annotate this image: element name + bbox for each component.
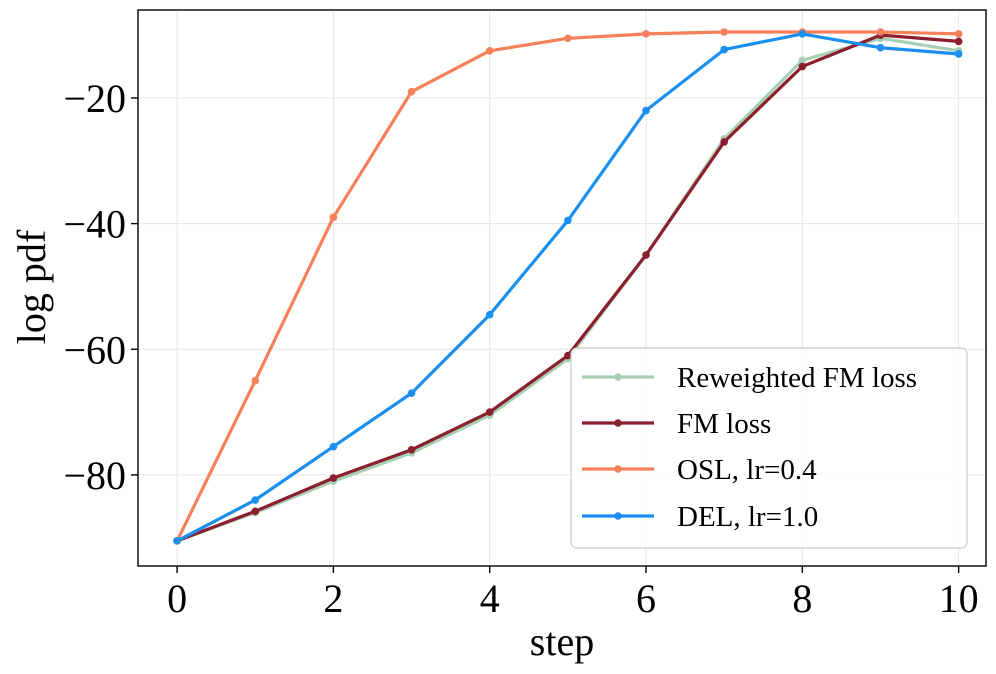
plot-frame [137, 9, 987, 567]
data-point [954, 30, 963, 38]
legend-box [570, 347, 968, 549]
x-tick-label: 4 [480, 576, 500, 621]
data-point [720, 45, 728, 54]
data-point [954, 37, 963, 46]
legend-item: DEL, lr=1.0 [582, 501, 818, 533]
y-tick-label: −80 [63, 453, 126, 498]
legend-item: OSL, lr=0.4 [582, 454, 817, 486]
legend-marker [614, 419, 622, 427]
data-point [720, 138, 728, 146]
x-tick-label: 2 [323, 576, 343, 621]
data-point [251, 507, 260, 516]
legend-marker [614, 465, 622, 473]
data-point [564, 351, 572, 360]
x-tick-label: 0 [167, 576, 187, 621]
data-point [720, 28, 728, 36]
data-point [329, 213, 338, 222]
data-point [798, 30, 807, 38]
data-point [642, 106, 650, 115]
data-point [485, 47, 494, 55]
legend-label: DEL, lr=1.0 [677, 501, 818, 533]
data-point [798, 56, 807, 65]
x-tick-label: 6 [636, 576, 656, 621]
data-point [876, 28, 885, 36]
data-point [407, 87, 416, 96]
data-point [564, 216, 572, 225]
legend-label: FM loss [677, 408, 771, 440]
legend-label: Reweighted FM loss [677, 362, 917, 394]
series-layer [173, 28, 963, 545]
data-point [876, 43, 885, 52]
legend-marker [614, 373, 622, 381]
data-point [173, 537, 181, 545]
y-tick-label: −20 [63, 76, 126, 121]
data-point [642, 251, 650, 259]
y-axis-label: log pdf [9, 229, 54, 344]
data-point [798, 62, 807, 71]
legend: Reweighted FM loss FM loss OSL, lr=0.4 DEL,… [570, 347, 968, 549]
series-4 [173, 30, 963, 545]
data-point [642, 30, 650, 38]
legend-item: FM loss [582, 408, 771, 440]
data-point [329, 474, 338, 482]
legend-label: OSL, lr=0.4 [677, 454, 817, 486]
x-axis-label: step [530, 619, 594, 664]
data-point [564, 34, 572, 43]
legend-item: Reweighted FM loss [582, 362, 917, 394]
data-point [954, 50, 963, 58]
y-tick-label: −60 [63, 327, 126, 372]
data-point [407, 445, 416, 454]
x-tick-label: 10 [939, 576, 979, 621]
data-point [251, 496, 260, 504]
data-point [485, 310, 494, 319]
axis-ticks: 0 2 4 6 8 10 −20 −40 −60 −80 [63, 76, 978, 621]
data-point [329, 442, 338, 451]
y-tick-label: −40 [63, 202, 126, 247]
data-point [251, 376, 260, 385]
legend-marker [614, 512, 622, 520]
data-point [407, 389, 416, 398]
x-tick-label: 8 [792, 576, 812, 621]
data-point [485, 408, 494, 416]
